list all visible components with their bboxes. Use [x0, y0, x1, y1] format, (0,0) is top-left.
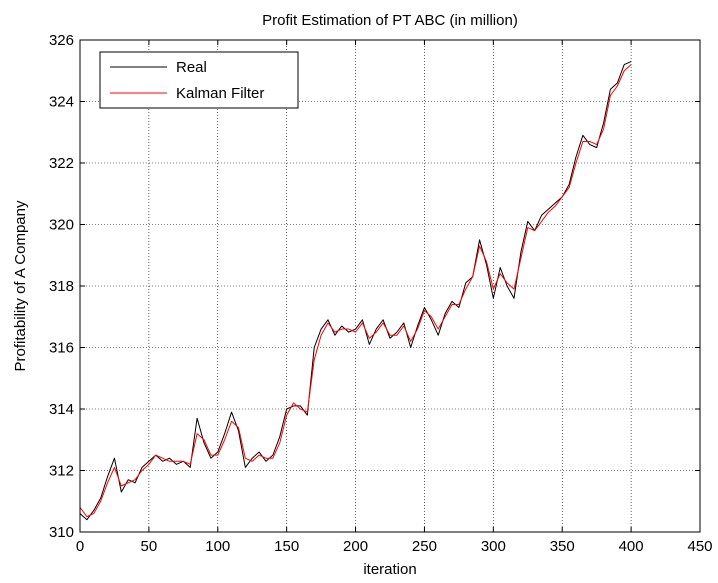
y-tick-label: 310 — [49, 524, 74, 541]
x-tick-label: 250 — [412, 538, 437, 555]
series-lines — [79, 61, 632, 521]
x-tick-label: 300 — [481, 538, 506, 555]
x-axis-label: iteration — [363, 561, 416, 578]
tick-marks — [79, 39, 701, 533]
y-tick-label: 322 — [49, 155, 74, 172]
y-tick-label: 314 — [49, 401, 74, 418]
x-tick-label: 200 — [343, 538, 368, 555]
x-tick-label: 50 — [141, 538, 158, 555]
y-tick-label: 326 — [49, 32, 74, 49]
legend: Real Kalman Filter — [99, 51, 299, 109]
x-tick-label: 100 — [205, 538, 230, 555]
chart-title: Profit Estimation of PT ABC (in million) — [262, 12, 518, 29]
y-tick-label: 318 — [49, 278, 74, 295]
y-axis-label: Profitability of A Company — [12, 200, 29, 371]
legend-label-real: Real — [176, 59, 207, 76]
legend-label-kalman-filter: Kalman Filter — [176, 85, 264, 102]
y-tick-label: 324 — [49, 94, 74, 111]
x-tick-label: 0 — [76, 538, 84, 555]
series-line-real — [79, 61, 632, 521]
y-tick-label: 320 — [49, 217, 74, 234]
x-tick-label: 350 — [550, 538, 575, 555]
x-tick-label: 150 — [274, 538, 299, 555]
x-tick-label: 400 — [619, 538, 644, 555]
legend-box — [99, 51, 299, 109]
series-line-kalman-filter — [79, 64, 632, 518]
x-tick-label: 450 — [687, 538, 712, 555]
x-tick-labels: 0 50 100 150 200 250 300 350 400 450 — [76, 538, 713, 555]
grid-lines — [80, 40, 700, 532]
y-tick-labels: 310 312 314 316 318 320 322 324 326 — [49, 32, 74, 541]
y-tick-label: 312 — [49, 463, 74, 480]
y-tick-label: 316 — [49, 340, 74, 357]
